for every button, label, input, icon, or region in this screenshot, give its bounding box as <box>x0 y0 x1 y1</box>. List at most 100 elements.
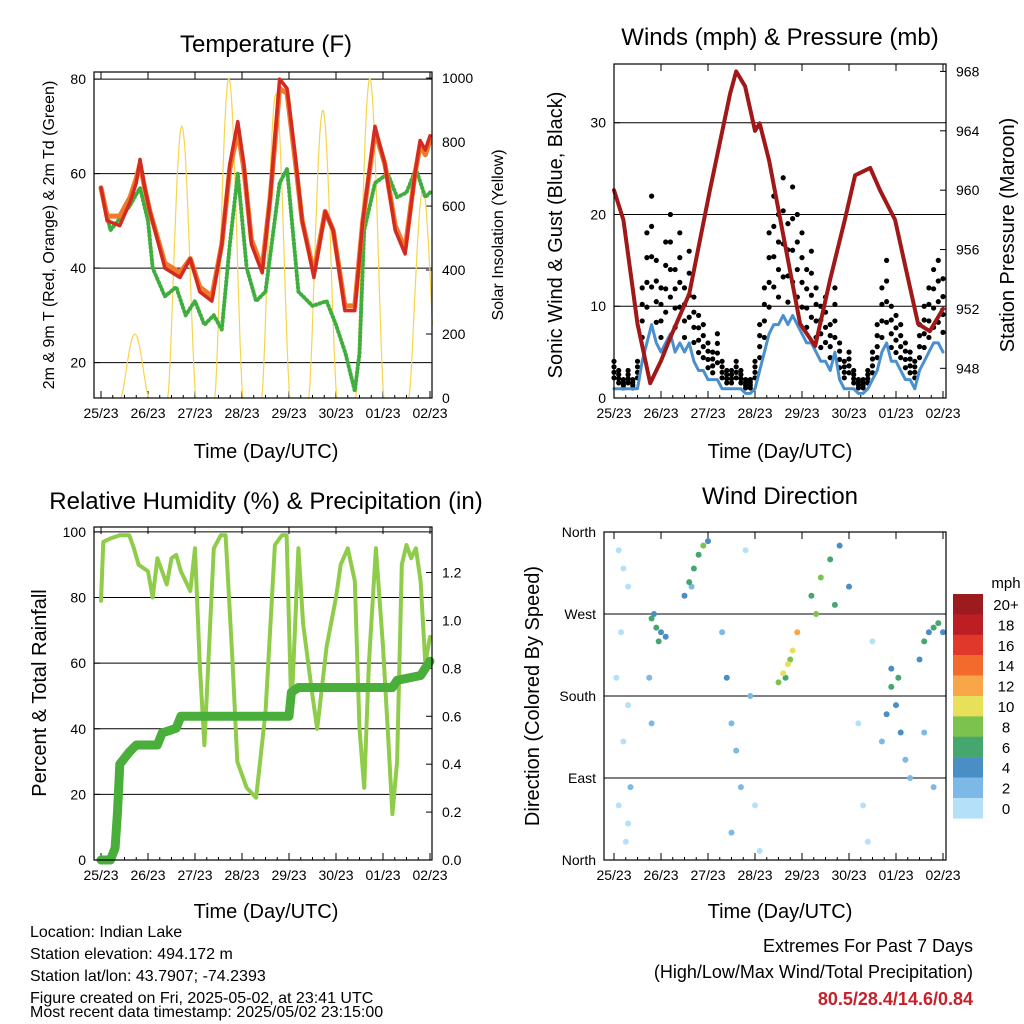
y-tick-right-label: 0 <box>442 390 450 406</box>
direction-ylabel: Direction (Colored By Speed) <box>522 566 544 826</box>
footer-latlon: Station lat/lon: 43.7907; -74.2393 <box>30 968 266 985</box>
gust-point <box>663 239 669 245</box>
y-tick-right-label: 0.0 <box>442 852 462 868</box>
direction-point <box>742 547 749 554</box>
gust-point <box>884 278 890 284</box>
gust-point <box>794 239 800 245</box>
gust-point <box>677 279 683 285</box>
legend-label: 12 <box>998 679 1015 696</box>
gust-point <box>851 372 857 378</box>
solar-insolation-line <box>308 109 338 399</box>
gust-point <box>884 319 890 325</box>
gust-point <box>935 299 941 305</box>
solar-insolation-line <box>214 77 244 399</box>
gust-point <box>696 349 702 356</box>
gust-point <box>677 255 683 261</box>
pressure-ylabel: Station Pressure (Maroon) <box>997 118 1019 353</box>
y-tick-right-label: 600 <box>442 198 466 214</box>
gust-point <box>808 248 815 254</box>
direction-point <box>615 802 622 809</box>
x-tick-label: 26/23 <box>643 867 678 883</box>
gust-point <box>888 317 894 323</box>
legend-label: 2 <box>1002 781 1010 798</box>
gust-point <box>616 372 622 378</box>
x-tick-label: 30/23 <box>318 405 353 421</box>
gust-point <box>841 369 847 375</box>
gust-point <box>851 380 857 386</box>
plot-frame <box>93 526 433 861</box>
gust-point <box>902 365 909 371</box>
gust-point <box>916 355 923 361</box>
x-tick-label: 29/23 <box>784 867 819 883</box>
direction-point <box>925 629 932 636</box>
gust-point <box>808 292 815 298</box>
gust-point <box>940 276 946 282</box>
gust-point <box>757 344 763 350</box>
gust-point <box>757 333 763 339</box>
x-tick-label: 02/23 <box>925 867 960 883</box>
gust-point <box>912 369 918 375</box>
x-tick-label: 25/23 <box>83 405 118 421</box>
direction-point <box>808 592 815 599</box>
gust-point <box>912 358 918 364</box>
x-tick-label: 28/23 <box>224 405 259 421</box>
gust-point <box>663 262 669 269</box>
legend-label: 10 <box>998 699 1015 716</box>
gust-point <box>738 376 744 382</box>
y-tick-label: 10 <box>590 298 606 314</box>
direction-point <box>618 629 625 636</box>
extremes-subtitle: (High/Low/Max Wind/Total Precipitation) <box>654 962 973 982</box>
direction-point <box>756 847 763 854</box>
gust-point <box>884 257 890 263</box>
gust-point <box>728 367 735 374</box>
gust-point <box>733 358 739 364</box>
gust-point <box>940 294 946 300</box>
gust-point <box>898 333 904 339</box>
gust-point <box>747 385 753 391</box>
gust-point <box>874 333 880 339</box>
gust-point <box>691 339 697 346</box>
direction-point <box>784 661 791 668</box>
direction-point <box>827 556 834 563</box>
gust-point <box>813 318 819 324</box>
direction-point <box>646 674 653 681</box>
gust-point <box>837 348 843 354</box>
direction-point <box>688 583 695 590</box>
humidity-panel: 0 20 40 60 80 100 0.0 0.2 0.4 0.6 0.8 1.0 1.2 25/23 26… <box>63 524 462 883</box>
gust-point <box>653 299 659 305</box>
gust-point <box>837 340 843 346</box>
gust-point <box>832 285 838 291</box>
gust-point <box>771 284 777 290</box>
gust-point <box>761 318 768 324</box>
gust-point <box>733 375 739 381</box>
legend-swatch <box>953 614 983 635</box>
gust-point <box>827 344 833 350</box>
gust-point <box>799 230 805 236</box>
direction-point <box>615 547 622 554</box>
direction-point <box>930 784 937 791</box>
gust-point <box>799 304 805 310</box>
gust-point <box>818 344 824 351</box>
gust-point <box>663 309 669 315</box>
gust-point <box>808 314 815 320</box>
gust-point <box>696 312 702 319</box>
gust-point <box>696 325 702 331</box>
x-tick-label: 25/23 <box>596 405 631 421</box>
direction-point <box>794 629 801 636</box>
gust-point <box>813 301 819 308</box>
gust-point <box>879 301 885 308</box>
y-tick-label: 20 <box>590 206 606 222</box>
temp-2m-line <box>99 77 432 313</box>
direction-point <box>686 579 693 586</box>
gust-point <box>888 303 894 309</box>
gust-point <box>893 312 899 319</box>
gust-point <box>714 331 721 337</box>
direction-point <box>719 629 726 636</box>
gust-point <box>865 376 871 382</box>
y-tick-label: 80 <box>70 71 86 87</box>
gust-point <box>710 363 716 369</box>
footer-recent: Most recent data timestamp: 2025/05/02 2… <box>30 1004 383 1021</box>
direction-point <box>658 629 664 636</box>
gust-point <box>865 372 871 378</box>
